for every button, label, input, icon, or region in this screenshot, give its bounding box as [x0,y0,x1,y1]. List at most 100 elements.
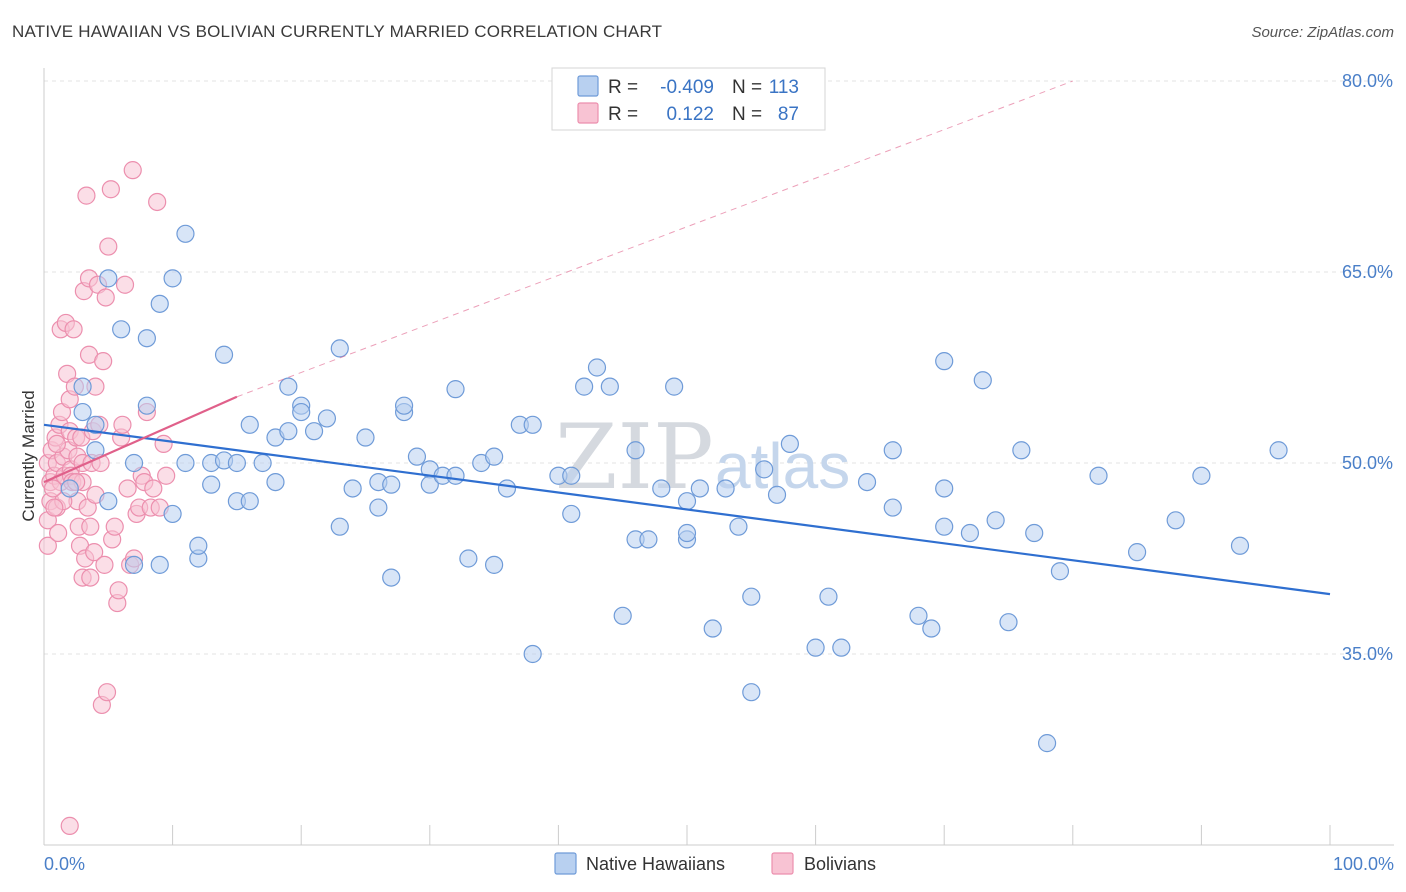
bolivian-point-60 [105,517,124,536]
native-point-55 [485,555,504,574]
native-point-68 [626,441,645,460]
native-point-2 [73,402,92,422]
native-point-8 [124,555,144,574]
bolivian-point-62 [109,581,128,600]
y-tick-label-65: 65.0% [1342,262,1393,282]
bolivian-point-66 [118,479,137,498]
native-point-104 [1089,466,1108,485]
bolivian-point-2 [38,536,57,555]
native-point-105 [1127,543,1147,562]
chart-title: NATIVE HAWAIIAN VS BOLIVIAN CURRENTLY MA… [12,22,663,41]
gridlines [44,80,1394,655]
bolivian-point-64 [113,415,132,434]
native-point-59 [523,415,542,434]
bolivian-point-46 [85,543,104,562]
native-point-46 [394,396,414,415]
native-point-65 [587,358,607,377]
native-point-0 [60,479,79,498]
bolivian-point-57 [99,237,118,256]
bolivian-point-77 [148,192,167,212]
native-point-85 [806,638,825,657]
bolivian-point-10 [49,523,68,543]
native-point-23 [214,345,234,364]
native-point-16 [176,453,195,473]
bolivian-point-68 [123,161,142,180]
bolivian-point-76 [144,479,163,498]
bolivian-point-54 [95,555,114,574]
native-point-89 [883,498,902,517]
native-point-99 [1012,441,1031,460]
bolivian-point-58 [101,180,120,199]
native-point-12 [150,555,169,574]
native-point-66 [600,377,619,396]
native-point-40 [356,428,375,447]
native-point-97 [986,511,1005,530]
native-point-1 [73,377,92,396]
legend-r-label-native: R = [608,77,638,98]
native-point-10 [137,396,156,415]
bolivians-swatch [577,102,599,124]
bolivians-trend-extension [236,80,1073,398]
native-point-44 [382,475,401,494]
native-point-76 [690,479,709,498]
bolivian-point-65 [115,275,135,294]
native-point-78 [716,479,735,498]
native-point-73 [677,492,697,511]
legend-n-value-native: 113 [769,77,799,98]
native-point-109 [1269,441,1288,460]
native-point-64 [575,377,594,396]
native-point-62 [562,504,581,524]
legend-n-label-native: N = [732,77,762,98]
native-hawaiians-swatch [577,75,599,97]
native-point-88 [857,472,877,492]
bolivian-point-56 [97,683,117,702]
native-point-87 [832,638,851,657]
native-point-36 [317,409,337,428]
native-point-19 [189,536,208,555]
legend-bolivians-swatch[interactable] [771,852,794,875]
native-point-26 [240,492,259,511]
native-point-70 [639,530,658,549]
native-point-102 [1037,734,1057,753]
native-point-27 [240,415,259,434]
native-point-32 [279,422,298,441]
native-point-92 [935,479,954,498]
series-legend[interactable]: Native Hawaiians Bolivians [554,852,876,875]
native-point-94 [935,517,954,536]
bolivians-points [38,161,176,835]
native-point-71 [652,479,671,498]
bolivian-point-55 [96,288,115,307]
native-point-6 [99,269,118,288]
native-point-38 [330,517,349,536]
y-tick-label-35: 35.0% [1342,644,1393,664]
bolivian-point-81 [60,816,79,835]
native-point-20 [202,475,221,494]
native-point-13 [150,294,169,313]
bolivian-point-83 [45,498,64,517]
native-point-9 [124,453,144,473]
native-point-47 [407,447,427,466]
bolivian-point-25 [64,320,83,339]
native-point-77 [703,619,722,638]
y-tick-label-50: 50.0% [1342,453,1393,473]
native-point-108 [1230,536,1250,555]
legend-n-label-bolivian: N = [732,104,762,125]
native-point-56 [485,447,504,466]
legend-bolivians-label[interactable]: Bolivians [804,854,876,874]
source-label[interactable]: Source: ZipAtlas.com [1251,24,1394,41]
native-point-103 [1050,562,1070,581]
legend-native-hawaiians-swatch[interactable] [554,852,577,875]
native-point-72 [665,377,684,396]
native-point-11 [137,329,156,348]
native-point-57 [497,479,517,498]
native-point-43 [382,568,401,587]
legend-native-hawaiians-label[interactable]: Native Hawaiians [586,854,725,874]
native-point-63 [562,466,581,485]
native-point-37 [330,339,349,358]
native-point-7 [112,320,131,339]
legend-r-value-bolivian: 0.122 [666,104,714,125]
x-tick-label-min: 0.0% [44,854,85,874]
native-point-53 [459,549,478,568]
bolivian-point-42 [81,517,100,536]
native-point-100 [883,441,902,460]
